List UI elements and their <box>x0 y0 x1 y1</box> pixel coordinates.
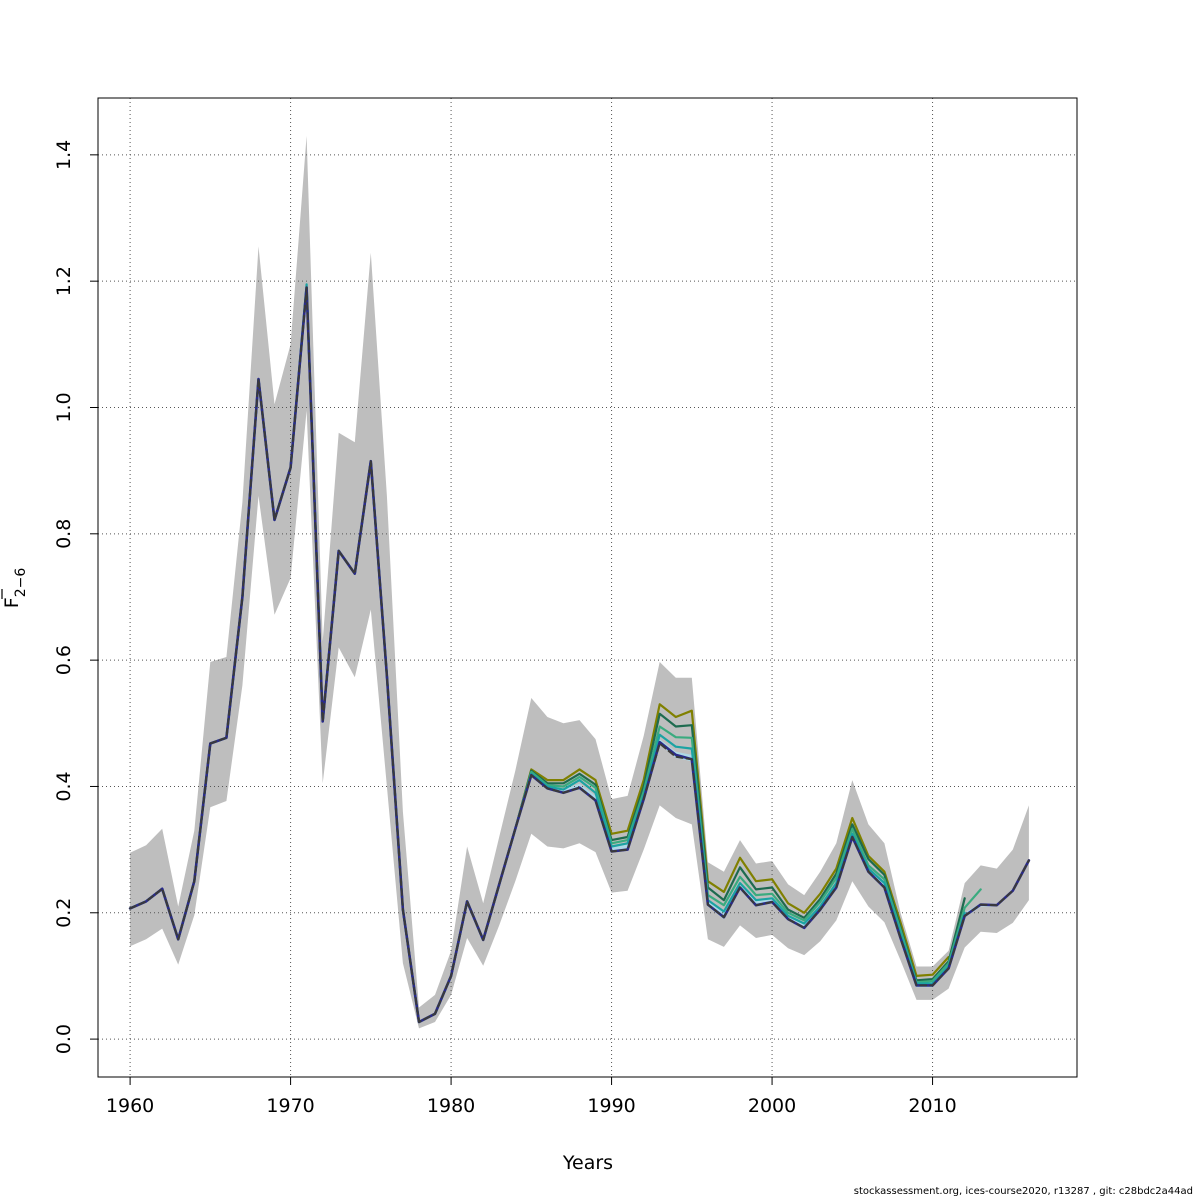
confidence-bands <box>130 135 1029 1029</box>
y-axis-title: F2−6 <box>1 568 29 609</box>
x-tick-label: 1980 <box>427 1095 475 1117</box>
y-tick-label: 1.4 <box>53 140 75 170</box>
y-tick-label: 0.2 <box>53 898 75 928</box>
series-lines <box>128 283 1031 1024</box>
x-tick-label: 1990 <box>587 1095 635 1117</box>
x-tick-label: 2010 <box>908 1095 956 1117</box>
y-tick-label: 1.2 <box>53 266 75 296</box>
series-line-6 <box>129 286 1030 1023</box>
y-tick-label: 0.6 <box>53 645 75 675</box>
footer-credit: stockassessment.org, ices-course2020, r1… <box>854 1186 1193 1197</box>
y-tick-label: 0.4 <box>53 771 75 801</box>
x-axis-title: Years <box>562 1152 613 1174</box>
x-tick-label: 1970 <box>266 1095 314 1117</box>
y-axis-title-main: F <box>1 597 23 608</box>
svg-text:F2−6: F2−6 <box>1 568 29 609</box>
plot-frame <box>97 97 1078 1078</box>
axes: 1960 1970 1980 1990 2000 2010 0.0 0.2 0.4 0.6 0.8 1… <box>53 140 957 1117</box>
y-axis-title-subscript: 2−6 <box>13 568 29 598</box>
x-tick-label: 2000 <box>748 1095 796 1117</box>
y-tick-label: 0.8 <box>53 519 75 549</box>
y-tick-label: 0.0 <box>53 1024 75 1054</box>
x-tick-label: 1960 <box>106 1095 154 1117</box>
confidence-band-outer <box>130 135 1029 1029</box>
y-tick-label: 1.0 <box>53 392 75 422</box>
